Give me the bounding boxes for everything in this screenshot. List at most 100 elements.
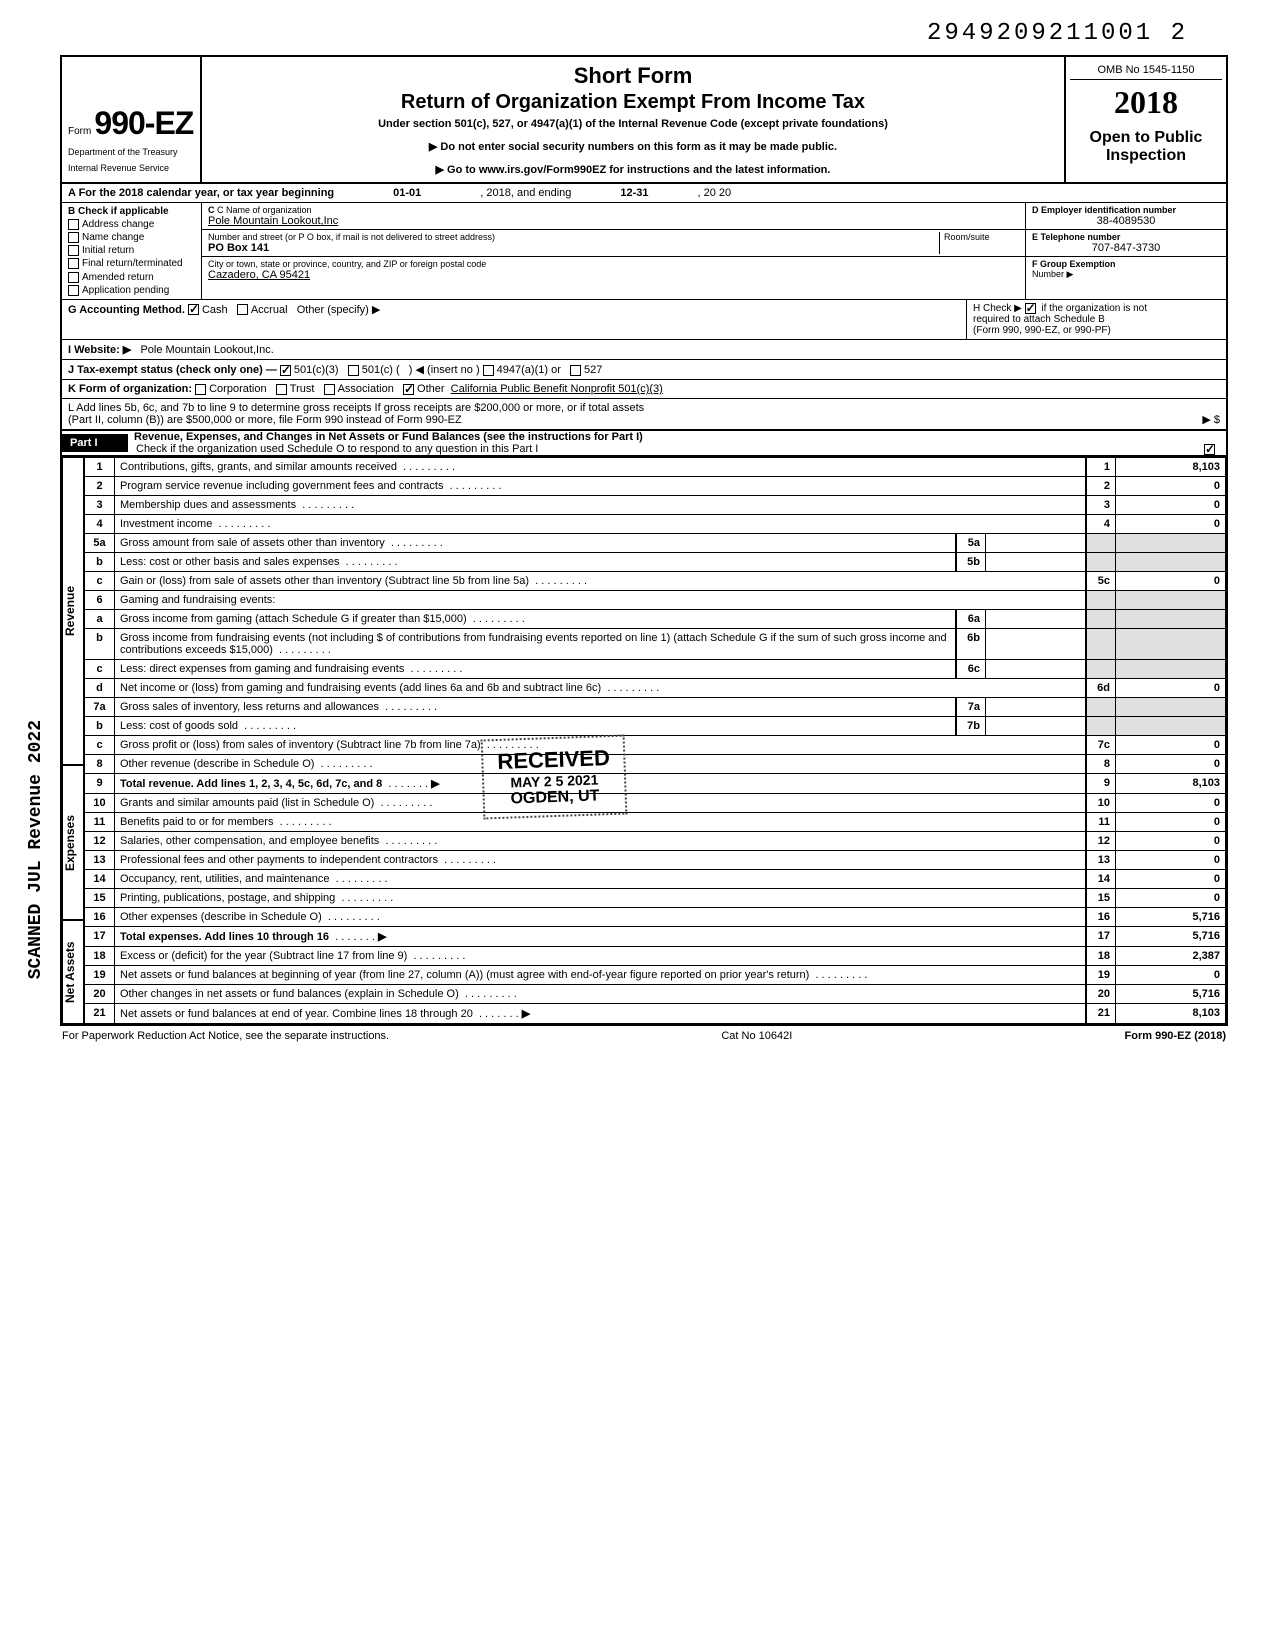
k-other-val[interactable]: California Public Benefit Nonprofit 501(… [451,383,663,395]
line-number: d [85,678,115,697]
line-ref: 13 [1086,850,1116,869]
line-ref: 20 [1086,984,1116,1003]
e-label: E Telephone number [1032,232,1120,242]
line-desc: Other changes in net assets or fund bala… [115,984,1086,1003]
dept-irs: Internal Revenue Service [68,164,194,174]
room-suite: Room/suite [939,232,1019,254]
b-checkbox[interactable] [68,258,79,269]
line-desc: Gaming and fundraising events: [115,590,1086,609]
j-c: ) ◀ (insert no ) [409,364,480,376]
omb-number: OMB No 1545-1150 [1070,61,1222,80]
line-amount[interactable]: 2,387 [1116,946,1226,965]
line-ref-shade [1086,533,1116,552]
org-address[interactable]: PO Box 141 [208,242,939,254]
year-begin[interactable]: 01-01 [337,187,477,199]
part1-body: Revenue Expenses Net Assets 1Contributio… [60,457,1228,1026]
k-corp-checkbox[interactable] [195,384,206,395]
line-amount[interactable]: 8,103 [1116,1003,1226,1023]
mid-amount[interactable] [986,533,1086,552]
mid-amount[interactable] [986,609,1086,628]
line-desc: Occupancy, rent, utilities, and maintena… [115,869,1086,888]
k-trust-checkbox[interactable] [276,384,287,395]
org-info-block: B Check if applicable Address changeName… [60,203,1228,300]
org-city[interactable]: Cazadero, CA 95421 [208,269,1019,281]
b-checkbox[interactable] [68,232,79,243]
j-501c-checkbox[interactable] [348,365,359,376]
line-desc: Less: direct expenses from gaming and fu… [115,659,956,678]
part1-schedo-checkbox[interactable] [1204,444,1215,455]
line-amount[interactable]: 0 [1116,850,1226,869]
b-checkbox[interactable] [68,272,79,283]
page-footer: For Paperwork Reduction Act Notice, see … [60,1026,1228,1046]
b-checkbox[interactable] [68,285,79,296]
accrual-checkbox[interactable] [237,304,248,315]
line-amount[interactable]: 0 [1116,812,1226,831]
j-e: 527 [584,364,602,376]
line-number: 14 [85,869,115,888]
amount-shade [1116,659,1226,678]
section-a-mid: , 2018, and ending [480,187,571,199]
line-amount[interactable]: 0 [1116,571,1226,590]
j-d: 4947(a)(1) or [497,364,561,376]
cash-checkbox[interactable] [188,304,199,315]
mid-amount[interactable] [986,697,1086,716]
b-checkbox[interactable] [68,219,79,230]
phone[interactable]: 707-847-3730 [1032,242,1220,254]
line-ref-shade [1086,716,1116,735]
line-amount[interactable]: 0 [1116,869,1226,888]
line-amount[interactable]: 0 [1116,831,1226,850]
g-label: G Accounting Method. [68,304,185,316]
mid-amount[interactable] [986,659,1086,678]
mid-amount[interactable] [986,716,1086,735]
part1-check-text: Check if the organization used Schedule … [128,443,538,455]
line-ref: 19 [1086,965,1116,984]
line-amount[interactable]: 0 [1116,793,1226,812]
doc-number: 2949209211001 2 [60,20,1228,47]
line-amount[interactable]: 5,716 [1116,984,1226,1003]
line-amount[interactable]: 0 [1116,965,1226,984]
line-amount[interactable]: 0 [1116,735,1226,754]
line-ref: 9 [1086,773,1116,793]
line-amount[interactable]: 0 [1116,514,1226,533]
line-amount[interactable]: 0 [1116,888,1226,907]
line-ref-shade [1086,659,1116,678]
b-checkbox[interactable] [68,245,79,256]
line-ref: 16 [1086,907,1116,926]
mid-amount[interactable] [986,552,1086,571]
line-amount[interactable]: 0 [1116,476,1226,495]
form-number: 990-EZ [94,105,193,141]
j-501c3-checkbox[interactable] [280,365,291,376]
side-revenue: Revenue [62,457,84,765]
year-end[interactable]: 12-31 [574,187,694,199]
k-assoc-checkbox[interactable] [324,384,335,395]
h-checkbox[interactable] [1025,303,1036,314]
mid-line-ref: 6b [956,628,986,659]
line-amount[interactable]: 0 [1116,754,1226,773]
b-item-label: Initial return [82,245,134,256]
line-number: 4 [85,514,115,533]
line-amount[interactable]: 0 [1116,678,1226,697]
line-amount[interactable]: 8,103 [1116,773,1226,793]
org-name[interactable]: Pole Mountain Lookout,Inc [208,215,1019,227]
j-4947-checkbox[interactable] [483,365,494,376]
h-line1: H Check ▶ [973,303,1022,314]
b-item-label: Application pending [82,285,169,296]
line-amount[interactable]: 8,103 [1116,457,1226,476]
amount-shade [1116,609,1226,628]
line-ref-shade [1086,697,1116,716]
j-527-checkbox[interactable] [570,365,581,376]
ein[interactable]: 38-4089530 [1032,215,1220,227]
mid-amount[interactable] [986,628,1086,659]
line-ref: 5c [1086,571,1116,590]
line-amount[interactable]: 5,716 [1116,926,1226,946]
line-amount[interactable]: 5,716 [1116,907,1226,926]
section-l-row: L Add lines 5b, 6c, and 7b to line 9 to … [60,399,1228,431]
h-line3: required to attach Schedule B [973,314,1105,325]
received-stamp: RECEIVED MAY 2 5 2021 OGDEN, UT [481,734,628,819]
website[interactable]: Pole Mountain Lookout,Inc. [140,344,273,356]
line-amount[interactable]: 0 [1116,495,1226,514]
k-other-checkbox[interactable] [403,384,414,395]
section-k-row: K Form of organization: Corporation Trus… [60,380,1228,399]
part1-header-row: Part I Revenue, Expenses, and Changes in… [60,431,1228,457]
line-ref: 7c [1086,735,1116,754]
